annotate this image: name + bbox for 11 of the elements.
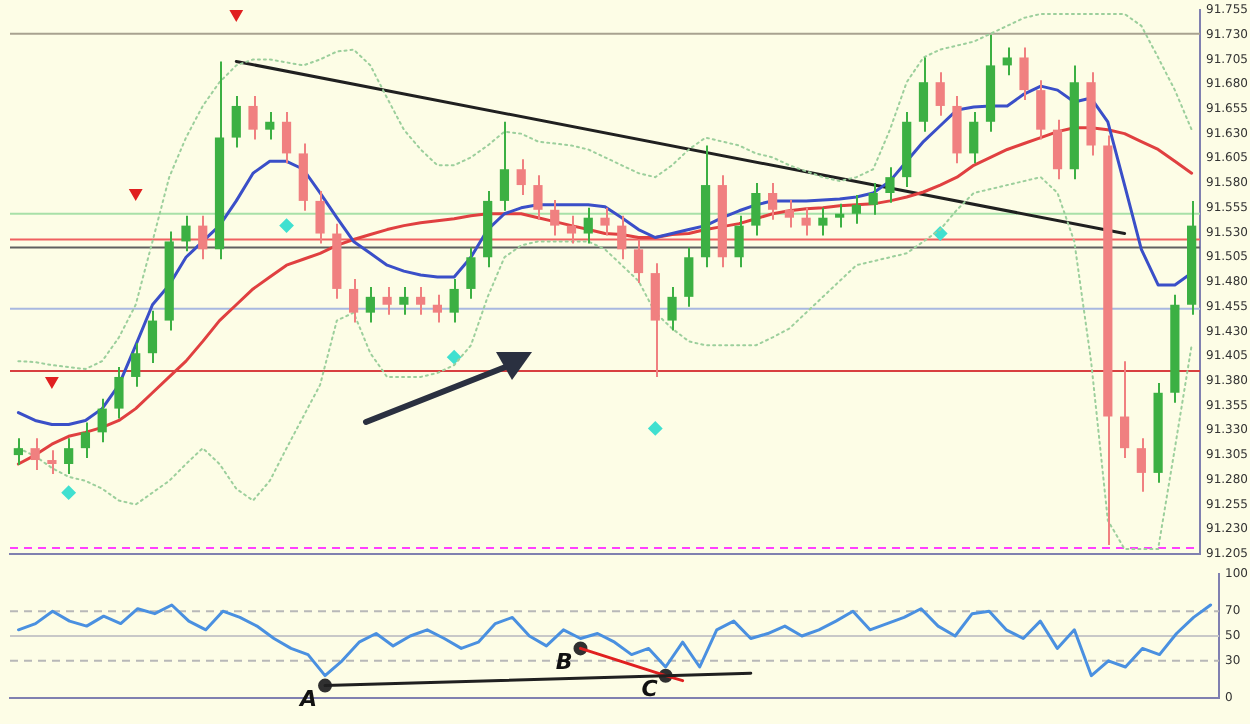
- point: [279, 218, 294, 233]
- annotation: B: [555, 649, 573, 676]
- point: [230, 10, 243, 21]
- annotation: C: [641, 676, 658, 703]
- line-series: [17, 12, 1193, 371]
- point: [129, 188, 142, 200]
- annotation: A: [298, 686, 318, 713]
- point: [447, 350, 462, 365]
- point: [61, 485, 76, 500]
- point: [648, 421, 663, 436]
- point: [45, 376, 59, 388]
